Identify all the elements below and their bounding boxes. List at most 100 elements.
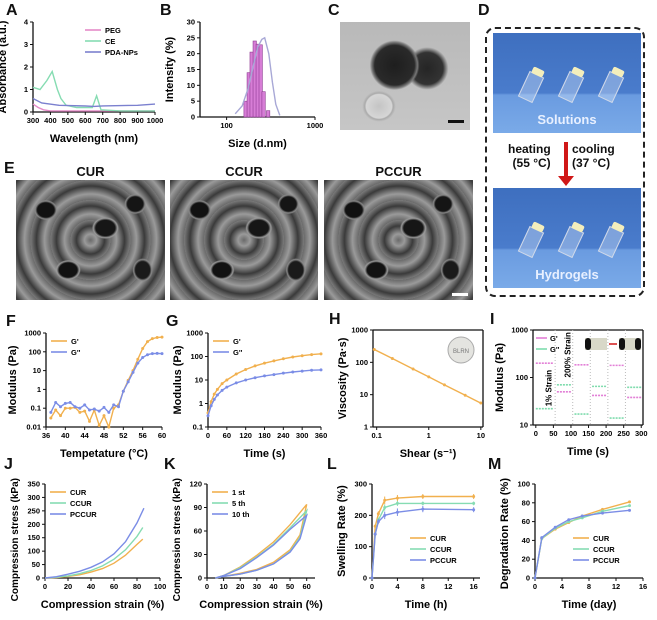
legend-label: CUR bbox=[430, 534, 447, 543]
y-tick-label: 1 bbox=[199, 399, 203, 408]
y-tick-label: 15 bbox=[187, 65, 195, 74]
x-axis-label: Compression strain (%) bbox=[41, 599, 165, 611]
chart-b: 100 1000 0 5 10 15 20 25 30 Size (d.nm) Intensity … bbox=[164, 18, 323, 151]
data-point bbox=[88, 408, 91, 412]
chart-i: 0 50 100 150 200 250 300 10 100 1000 Time (s) Modul… bbox=[494, 326, 648, 459]
data-point bbox=[141, 346, 145, 350]
x-tick-label: 30 bbox=[253, 582, 261, 591]
y-tick-label: 200 bbox=[27, 520, 40, 529]
data-point bbox=[628, 504, 631, 508]
x-axis-label: Tempetature (°C) bbox=[60, 448, 148, 460]
scale-bar bbox=[452, 293, 468, 296]
data-point bbox=[567, 518, 571, 522]
y-tick-label: 30 bbox=[194, 550, 202, 559]
y-axis-label: Degradation Rate (%) bbox=[499, 478, 511, 590]
series-line-g bbox=[50, 336, 163, 430]
data-point bbox=[209, 400, 213, 404]
x-tick-label: 700 bbox=[96, 116, 109, 125]
data-point bbox=[97, 424, 101, 428]
y-tick-label: 10 bbox=[195, 376, 203, 385]
legend-label: PCCUR bbox=[593, 556, 620, 565]
y-axis-label: Compression stress (kPa) bbox=[10, 478, 21, 601]
data-point bbox=[59, 405, 62, 409]
hydrogel-piece bbox=[635, 338, 641, 350]
x-tick-label: 0 bbox=[206, 431, 210, 440]
y-tick-label: 20 bbox=[522, 555, 530, 564]
x-tick-label: 300 bbox=[635, 429, 648, 438]
data-point bbox=[272, 373, 276, 377]
x-tick-label: 60 bbox=[223, 431, 231, 440]
data-point bbox=[131, 370, 135, 374]
series-line-pdanps bbox=[32, 97, 156, 108]
data-point bbox=[390, 357, 394, 361]
x-tick-label: 180 bbox=[258, 431, 271, 440]
x-tick-label: 60 bbox=[158, 431, 166, 440]
x-tick-label: 100 bbox=[220, 121, 233, 130]
solutions-label: Solutions bbox=[537, 112, 597, 127]
x-tick-label: 60 bbox=[303, 582, 311, 591]
x-tick-label: 56 bbox=[138, 431, 146, 440]
data-point bbox=[463, 393, 467, 397]
y-tick-label: 150 bbox=[27, 533, 40, 542]
heating-text: heating (55 °C) bbox=[508, 142, 551, 170]
y-axis-label: Absorbance (a.u.) bbox=[0, 20, 9, 113]
x-tick-label: 0 bbox=[534, 429, 538, 438]
y-tick-label: 60 bbox=[522, 517, 530, 526]
x-tick-label: 48 bbox=[100, 431, 108, 440]
data-point bbox=[59, 414, 62, 418]
y-tick-label: 1 bbox=[24, 85, 28, 94]
data-point bbox=[272, 359, 276, 363]
data-point bbox=[215, 387, 219, 391]
sample-photo bbox=[447, 336, 475, 364]
data-point bbox=[319, 368, 323, 372]
data-point bbox=[54, 401, 58, 405]
x-tick-label: 40 bbox=[269, 582, 277, 591]
x-tick-label: 20 bbox=[64, 582, 72, 591]
x-tick-label: 8 bbox=[421, 582, 425, 591]
data-point bbox=[427, 375, 431, 379]
x-tick-label: 0 bbox=[205, 582, 209, 591]
data-point bbox=[136, 361, 140, 365]
sample-label: BLRN bbox=[453, 349, 469, 355]
x-tick-label: 1 bbox=[427, 431, 431, 440]
x-axis-label: Time (day) bbox=[562, 599, 617, 611]
x-tick-label: 12 bbox=[444, 582, 452, 591]
y-tick-label: 10 bbox=[520, 421, 528, 430]
data-point bbox=[540, 536, 544, 540]
data-point bbox=[155, 335, 159, 339]
data-point bbox=[376, 512, 380, 516]
y-tick-label: 100 bbox=[355, 358, 368, 367]
data-point bbox=[291, 370, 295, 374]
y-axis-label: Compression stress (kPa) bbox=[172, 478, 183, 601]
data-point bbox=[92, 407, 96, 411]
data-point bbox=[117, 405, 120, 409]
x-tick-label: 36 bbox=[42, 431, 50, 440]
y-tick-label: 100 bbox=[27, 547, 40, 556]
y-tick-label: 200 bbox=[354, 511, 367, 520]
y-axis-label: Viscosity (Pa·s) bbox=[337, 337, 349, 419]
data-point bbox=[533, 576, 537, 580]
x-tick-label: 200 bbox=[600, 429, 613, 438]
chart-k: 0 10 20 30 40 50 60 0 30 60 90 120 Compression strai… bbox=[172, 478, 323, 611]
x-tick-label: 600 bbox=[79, 116, 92, 125]
bar bbox=[261, 91, 266, 118]
x-tick-label: 40 bbox=[87, 582, 95, 591]
data-point bbox=[628, 500, 631, 504]
data-point bbox=[300, 369, 304, 373]
data-point bbox=[220, 382, 224, 386]
y-tick-label: 30 bbox=[187, 18, 195, 27]
x-tick-label: 360 bbox=[315, 431, 328, 440]
data-point bbox=[421, 507, 425, 511]
data-point bbox=[370, 576, 374, 580]
data-point bbox=[253, 376, 257, 380]
y-tick-label: 0 bbox=[24, 108, 28, 117]
data-point bbox=[225, 385, 229, 389]
legend-label: CCUR bbox=[430, 545, 452, 554]
y-tick-label: 40 bbox=[522, 536, 530, 545]
annotation: 200% Strain bbox=[563, 332, 572, 377]
data-point bbox=[421, 501, 425, 505]
panel-label-l: L bbox=[327, 456, 337, 473]
x-axis-label: Time (s) bbox=[244, 448, 286, 460]
legend-label: PCCUR bbox=[430, 556, 457, 565]
